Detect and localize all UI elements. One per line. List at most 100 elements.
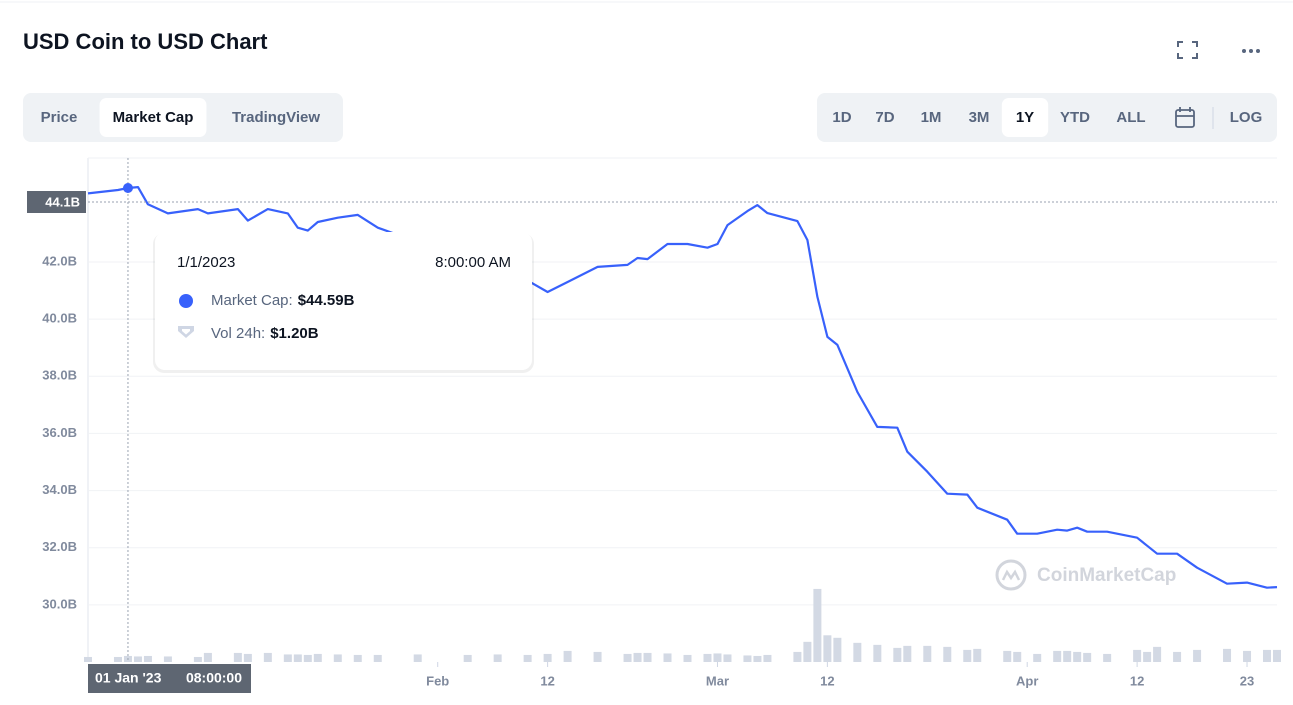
- y-tick-label: 32.0B: [42, 539, 77, 554]
- crosshair-y-label: 44.1B: [45, 194, 80, 209]
- volume-bar: [493, 654, 502, 662]
- volume-bar: [1083, 652, 1092, 662]
- volume-bar: [373, 654, 382, 662]
- x-tick-label: Feb: [426, 673, 449, 688]
- log-toggle[interactable]: LOG: [1230, 109, 1263, 126]
- tab[interactable]: TradingView: [232, 109, 320, 126]
- volume-bar: [1153, 646, 1162, 662]
- volume-bar: [893, 647, 902, 662]
- volume-bar: [463, 654, 472, 662]
- volume-bar: [643, 652, 652, 662]
- volume-bar: [1243, 650, 1252, 662]
- tooltip-row-value: $44.59B: [298, 292, 355, 309]
- x-tick-label: Apr: [1016, 673, 1038, 688]
- tooltip-row: Market Cap: $44.59B: [211, 292, 355, 309]
- x-tick-label: Mar: [706, 673, 729, 688]
- volume-bar: [113, 656, 122, 662]
- volume-bar: [743, 655, 752, 662]
- volume-bar: [1223, 648, 1232, 662]
- volume-bar: [1103, 653, 1112, 662]
- tooltip-row-value: $1.20B: [270, 325, 319, 342]
- tooltip: [155, 232, 532, 370]
- volume-bar: [333, 654, 342, 662]
- volume-bar: [623, 653, 632, 662]
- volume-bar: [813, 588, 822, 662]
- range-button[interactable]: ALL: [1116, 109, 1145, 126]
- volume-bar: [1003, 650, 1012, 662]
- y-tick-label: 30.0B: [42, 596, 77, 611]
- volume-bar: [413, 654, 422, 662]
- volume-bar: [1063, 650, 1072, 662]
- tab[interactable]: Market Cap: [113, 109, 194, 126]
- tooltip-volume-icon-inner: [182, 329, 190, 335]
- watermark: CoinMarketCap: [995, 559, 1176, 591]
- volume-bar: [703, 653, 712, 662]
- volume-bar: [923, 645, 932, 662]
- volume-bar: [973, 648, 982, 662]
- tooltip-time: 8:00:00 AM: [435, 254, 511, 271]
- more-icon[interactable]: [1242, 49, 1260, 53]
- volume-bar: [203, 652, 212, 662]
- volume-bar: [1173, 651, 1182, 662]
- volume-bar: [1143, 651, 1152, 662]
- volume-bar: [753, 655, 762, 662]
- range-button[interactable]: 1Y: [1016, 109, 1034, 126]
- fullscreen-icon[interactable]: [1177, 41, 1198, 59]
- volume-bar: [853, 642, 862, 662]
- crosshair-y-box: [27, 191, 86, 213]
- volume-bar: [723, 654, 732, 662]
- volume-bar: [303, 654, 312, 662]
- volume-bar: [163, 656, 172, 662]
- volume-bar: [1013, 651, 1022, 662]
- volume-bar: [803, 641, 812, 662]
- hover-point: [122, 183, 133, 193]
- range-button[interactable]: 1D: [832, 109, 851, 126]
- volume-bar: [663, 653, 672, 662]
- y-tick-label: 34.0B: [42, 482, 77, 497]
- chart-title: USD Coin to USD Chart: [23, 29, 268, 54]
- volume-bar: [143, 655, 152, 662]
- tooltip-date: 1/1/2023: [177, 254, 235, 271]
- range-button[interactable]: 1M: [921, 109, 942, 126]
- y-tick-label: 36.0B: [42, 425, 77, 440]
- watermark-text: CoinMarketCap: [1037, 565, 1176, 586]
- range-button-active: [1001, 98, 1049, 137]
- volume-bar: [763, 654, 772, 662]
- tooltip-row-label: Market Cap:: [211, 292, 293, 309]
- tooltip-row-label: Vol 24h:: [211, 325, 265, 342]
- volume-bar: [593, 651, 602, 662]
- volume-bar: [1133, 649, 1142, 662]
- volume-bar: [353, 654, 362, 662]
- calendar-icon[interactable]: [1175, 107, 1195, 128]
- volume-bar: [1033, 653, 1042, 662]
- volume-bar: [1053, 650, 1062, 662]
- y-tick-label: 42.0B: [42, 253, 77, 268]
- volume-bar: [1273, 649, 1281, 662]
- volume-bar: [903, 645, 912, 662]
- volume-bar: [563, 650, 572, 662]
- x-tick-label: 12: [540, 673, 554, 688]
- x-tick-label: 12: [820, 673, 834, 688]
- volume-bar: [84, 656, 92, 662]
- volume-bar: [523, 654, 532, 662]
- tab[interactable]: Price: [41, 109, 78, 126]
- tooltip-row: Vol 24h: $1.20B: [211, 325, 319, 342]
- volume-bar: [633, 652, 642, 662]
- range-button[interactable]: YTD: [1060, 109, 1090, 126]
- volume-bar: [293, 654, 302, 662]
- x-tick-label: 23: [1240, 673, 1254, 688]
- volume-bar: [543, 653, 552, 662]
- volume-bar: [193, 656, 202, 662]
- volume-bar: [943, 646, 952, 662]
- market-cap-line: [87, 186, 1278, 589]
- volume-bar: [313, 653, 322, 662]
- y-tick-label: 38.0B: [42, 368, 77, 383]
- volume-bar: [713, 653, 722, 662]
- crosshair-x-label: 01 Jan '23: [95, 670, 162, 686]
- range-button[interactable]: 3M: [969, 109, 990, 126]
- volume-bar: [833, 637, 842, 662]
- range-button[interactable]: 7D: [875, 109, 894, 126]
- volume-bar: [283, 654, 292, 662]
